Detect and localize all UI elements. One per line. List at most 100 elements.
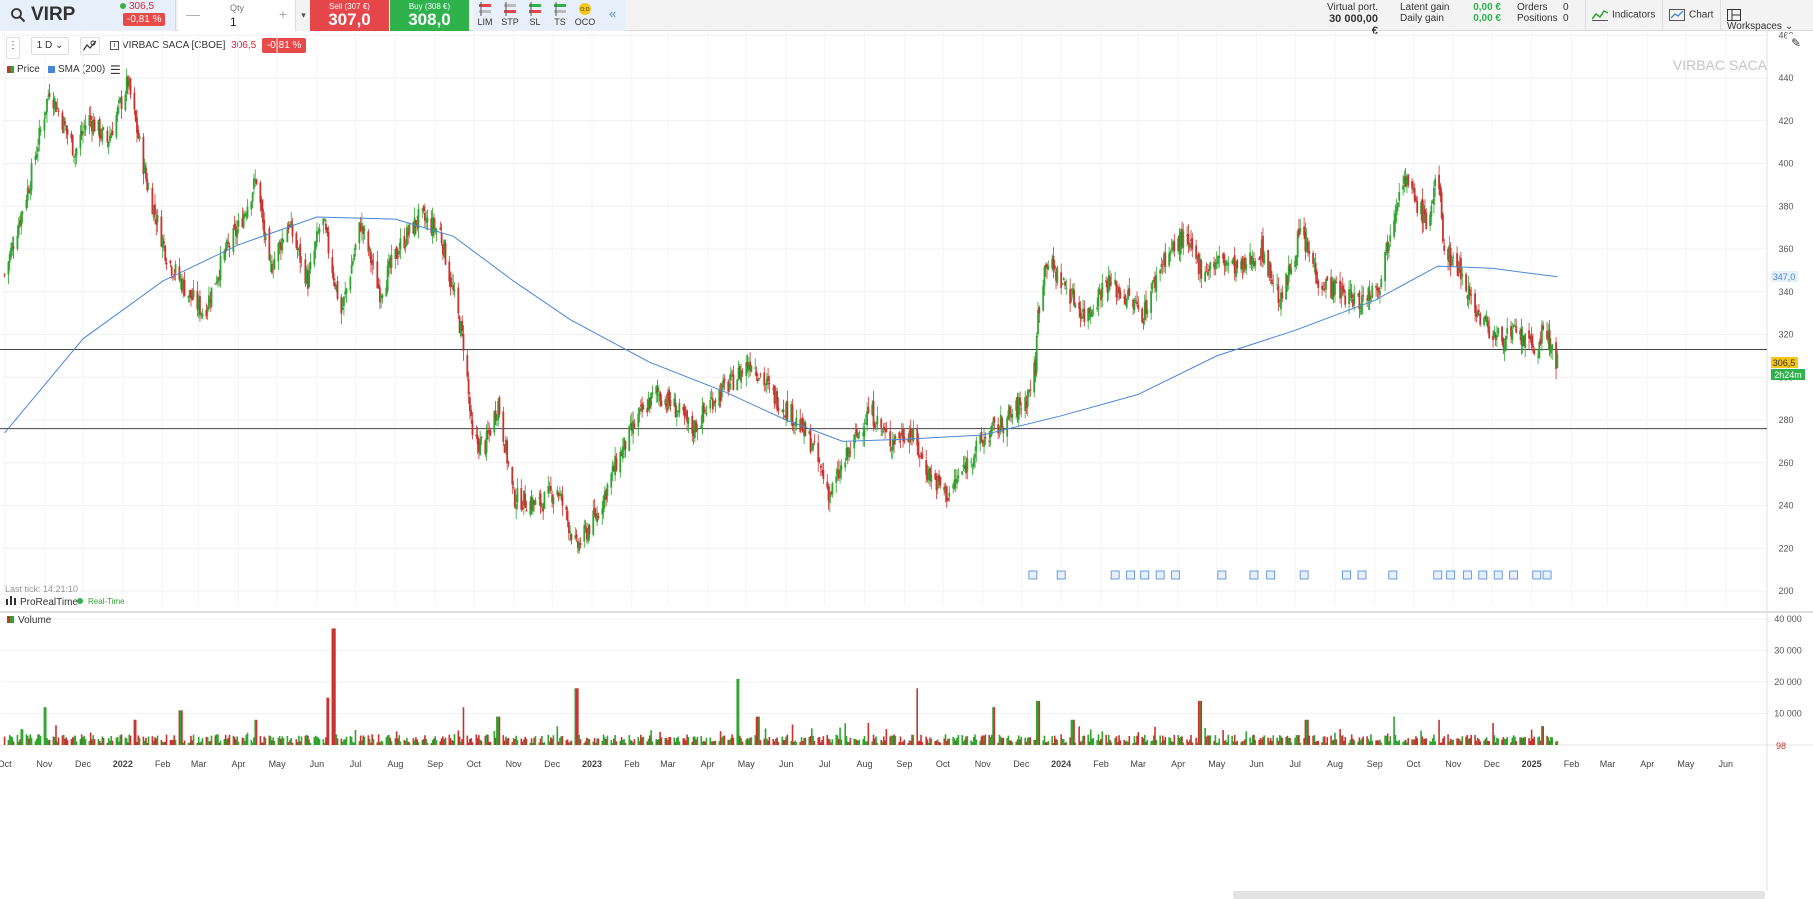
time-scrollbar[interactable] xyxy=(1233,891,1765,899)
candle-body xyxy=(839,469,841,479)
chart-type-button[interactable] xyxy=(80,37,100,55)
candle-body xyxy=(637,413,640,427)
candle-body xyxy=(845,448,848,460)
order-type-sl[interactable]: SL xyxy=(523,2,547,27)
volume-bar xyxy=(1524,736,1527,745)
candle-body xyxy=(461,320,464,331)
wrench-icon[interactable]: ✎ xyxy=(1791,36,1801,50)
candle-body xyxy=(727,381,730,392)
order-type-lim[interactable]: LIM xyxy=(473,2,497,27)
buy-button[interactable]: Buy (308 €) 308,0 xyxy=(390,0,469,31)
candle-body xyxy=(1407,174,1410,186)
legend-sma[interactable]: SMA (200) xyxy=(48,64,105,75)
volume-bar xyxy=(1028,737,1030,745)
qty-minus-button[interactable]: — xyxy=(186,6,200,22)
volume-bar xyxy=(309,743,312,745)
info-icon[interactable]: i xyxy=(110,40,119,50)
volume-bar xyxy=(687,737,690,745)
volume-bar xyxy=(615,741,618,745)
candle-body xyxy=(1515,326,1518,333)
volume-bar xyxy=(1308,735,1311,745)
event-markers[interactable] xyxy=(1028,570,1552,580)
orders-label: Orders xyxy=(1517,2,1548,13)
qty-value[interactable]: 1 xyxy=(230,15,237,29)
watermark-title: VIRBAC SACA xyxy=(1673,57,1768,73)
qty-plus-button[interactable]: + xyxy=(278,6,287,22)
volume-bar xyxy=(307,735,309,745)
candle-body xyxy=(639,405,642,407)
volume-bar xyxy=(1334,732,1336,745)
candle-body xyxy=(160,216,163,247)
quantity-stepper[interactable]: — Qty 1 + xyxy=(178,0,296,31)
price-chart[interactable]: 2002202402602803003203403603804004204404… xyxy=(0,31,1813,899)
volume-bar xyxy=(748,739,750,745)
candle-body xyxy=(119,98,122,101)
volume-bar xyxy=(784,739,786,745)
volume-bar xyxy=(1222,730,1224,745)
candle-body xyxy=(228,246,231,248)
volume-bar xyxy=(956,737,958,745)
candle-body xyxy=(952,484,955,489)
volume-bar xyxy=(1042,740,1044,745)
legend-price[interactable]: Price xyxy=(7,64,40,75)
horizontal-lines[interactable] xyxy=(0,348,1767,430)
settings-wrench[interactable]: ✎ xyxy=(1787,34,1805,52)
candle-body xyxy=(1294,260,1297,268)
candle-body xyxy=(1334,279,1336,295)
qty-dropdown-chevron-icon[interactable]: ▾ xyxy=(297,0,310,31)
volume-bar xyxy=(610,740,613,745)
order-type-oco[interactable]: O:O OCO xyxy=(573,2,597,27)
candle-body xyxy=(700,425,703,428)
volume-bar xyxy=(700,736,703,745)
candle-body xyxy=(414,220,417,227)
drag-handle-icon[interactable]: ⋮ xyxy=(6,37,20,59)
search-icon[interactable] xyxy=(10,7,26,23)
order-type-stp[interactable]: STP xyxy=(498,2,522,27)
candle-body xyxy=(484,440,487,454)
candle-body xyxy=(260,199,263,211)
candle-body xyxy=(241,218,244,227)
symbol-selector[interactable]: VIRP 306,5 -0,81 % xyxy=(0,0,176,31)
volume-bar xyxy=(487,734,489,745)
candle-body xyxy=(1281,292,1284,299)
volume-bar xyxy=(1448,741,1451,745)
volume-legend[interactable]: Volume xyxy=(7,615,52,626)
volume-bar xyxy=(1442,738,1444,745)
volume-bar xyxy=(997,742,999,745)
volume-bar xyxy=(300,736,303,745)
volume-bar xyxy=(1236,740,1239,745)
volume-bar xyxy=(821,740,823,745)
candle-body xyxy=(552,496,555,505)
candle-body xyxy=(822,469,825,479)
candle-body xyxy=(1199,258,1201,274)
volume-bar xyxy=(138,737,141,745)
indicators-button[interactable]: Indicators xyxy=(1585,0,1662,31)
volume-bar xyxy=(759,740,762,745)
volume-bar xyxy=(629,739,632,745)
workspaces-button[interactable]: Workspaces ⌄ xyxy=(1720,0,1813,32)
volume-bar xyxy=(38,734,41,745)
volume-bar xyxy=(325,737,327,745)
volume-bar xyxy=(89,732,92,745)
volume-bar xyxy=(793,742,795,745)
volume-bar xyxy=(172,740,174,745)
volume-bar xyxy=(899,736,902,745)
volume-bar xyxy=(773,741,776,745)
candle-body xyxy=(755,371,758,377)
volume-bar xyxy=(1232,741,1235,745)
volume-bar xyxy=(127,742,129,745)
volume-bar xyxy=(1466,734,1469,745)
sell-button[interactable]: Sell (307 €) 307,0 xyxy=(310,0,389,31)
candle-body xyxy=(1164,252,1167,268)
order-type-ts[interactable]: TS xyxy=(548,2,572,27)
volume-bar xyxy=(1006,737,1008,745)
candle-body xyxy=(520,488,523,510)
ticker-symbol[interactable]: VIRP xyxy=(31,4,76,25)
candle-body xyxy=(858,432,861,434)
volume-bar xyxy=(1047,741,1050,745)
volume-bar xyxy=(820,742,822,745)
legend-list-icon[interactable]: ☰ xyxy=(110,63,121,77)
collapse-panel-icon[interactable]: « xyxy=(609,6,617,21)
volume-bar xyxy=(990,734,993,745)
chart-button[interactable]: Chart xyxy=(1662,0,1720,31)
